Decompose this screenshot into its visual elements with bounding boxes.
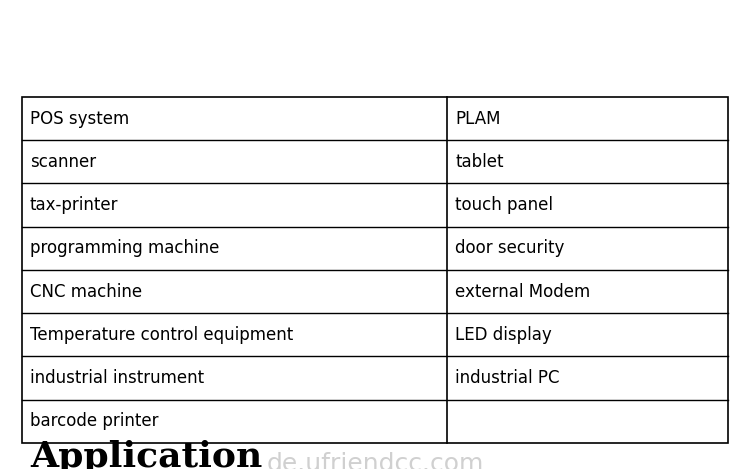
Text: tablet: tablet bbox=[455, 153, 503, 171]
Text: industrial PC: industrial PC bbox=[455, 369, 560, 387]
Text: LED display: LED display bbox=[455, 326, 552, 344]
Text: tax-printer: tax-printer bbox=[30, 196, 118, 214]
Text: de.ufriendcc.com: de.ufriendcc.com bbox=[266, 452, 484, 469]
Text: door security: door security bbox=[455, 239, 564, 257]
Text: barcode printer: barcode printer bbox=[30, 412, 158, 431]
Text: Temperature control equipment: Temperature control equipment bbox=[30, 326, 293, 344]
Text: industrial instrument: industrial instrument bbox=[30, 369, 204, 387]
Text: Application: Application bbox=[30, 440, 262, 469]
Text: programming machine: programming machine bbox=[30, 239, 219, 257]
Bar bbox=[22, 97, 728, 443]
Text: external Modem: external Modem bbox=[455, 283, 590, 301]
Text: CNC machine: CNC machine bbox=[30, 283, 142, 301]
Text: PLAM: PLAM bbox=[455, 110, 500, 128]
Text: POS system: POS system bbox=[30, 110, 129, 128]
Text: scanner: scanner bbox=[30, 153, 96, 171]
Text: touch panel: touch panel bbox=[455, 196, 553, 214]
